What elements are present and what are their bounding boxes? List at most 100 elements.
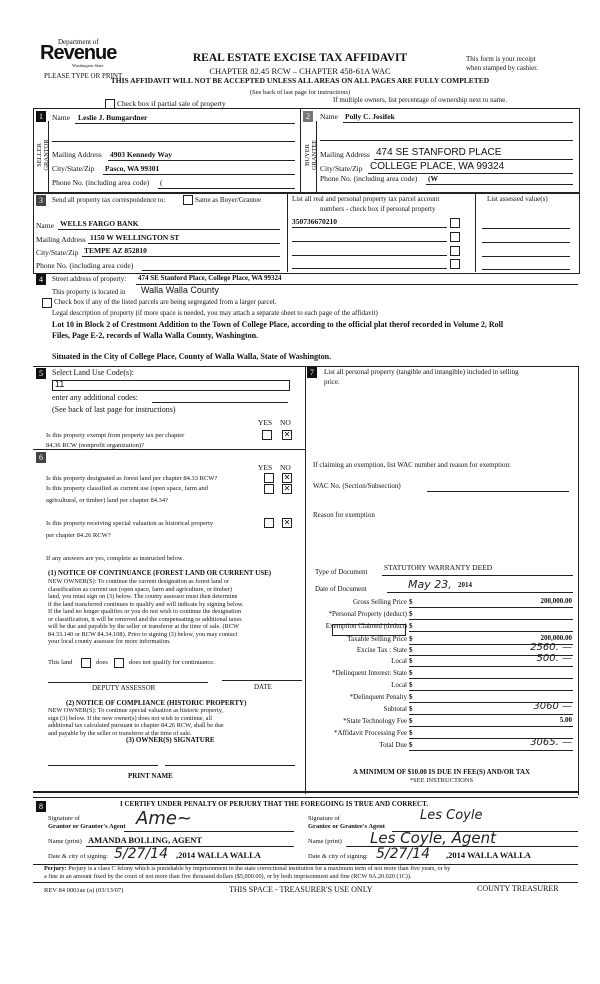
nonprofit-yes-checkbox[interactable] [262,430,272,440]
fee-value[interactable]: 500. — [536,653,572,664]
personal-property-label-2: price. [324,378,340,386]
fee-value[interactable]: 5.00 [559,716,572,724]
buyer-address[interactable]: 474 SE STANFORD PLACE [376,147,502,158]
receipt-line-1: This form is your receipt [466,55,536,63]
nonprofit-no-checkbox[interactable]: ✕ [282,430,292,440]
seller-name-label: Name [52,113,70,122]
forest-yes-checkbox[interactable] [264,473,274,483]
personal-property-checkbox[interactable] [450,246,460,256]
fee-value[interactable]: 2560. — [530,642,572,653]
same-as-buyer-checkbox[interactable] [183,195,193,205]
minimum-due-note: A MINIMUM OF $10.00 IS DUE IN FEE(S) AND… [352,768,531,776]
fee-value[interactable]: 200,000.00 [540,597,573,605]
grantor-date[interactable]: 5/27/14 [114,846,168,862]
fee-value[interactable]: 3065. — [530,737,572,748]
legal-description-label: Legal description of property (if more s… [52,309,378,317]
fee-line [409,714,573,715]
buyer-city[interactable]: COLLEGE PLACE, WA 99324 [370,161,505,172]
buyer-address-label: Mailing Address [320,150,370,159]
buyer-phone[interactable]: (W [428,174,438,183]
dollar-sign: $ [409,693,413,701]
grantee-agent-label: Grantee or Grantee's Agent [308,823,385,830]
current-use-no-checkbox[interactable]: ✕ [282,484,292,494]
logo-top: Department of [58,38,99,46]
personal-property-checkbox[interactable] [450,259,460,269]
personal-property-checkbox[interactable] [450,232,460,242]
perjury-text-2: a fine in an amount fixed by the court o… [44,873,412,880]
grantor-agent-label: Grantor or Grantor's Agent [48,823,126,830]
grantee-city: ,2014 WALLA WALLA [446,850,531,860]
doc-type-label: Type of Document [315,568,368,576]
seller-city-label: City/State/Zip [52,164,95,173]
perjury-label: Perjury: [44,865,67,872]
section-5-number: 5 [36,368,46,379]
chapter-line: CHAPTER 82.45 RCW – CHAPTER 458-61A WAC [209,66,391,76]
grantee-signature[interactable]: Les Coyle [420,808,483,823]
form-number: REV 84 0001ae (a) (03/13/07) [44,887,124,894]
fee-line [409,690,573,691]
land-use-label: Select Land Use Code(s): [52,368,134,377]
receipt-line-2: when stamped by cashier. [466,64,538,72]
legal-description-line: Files, Page E-2, records of Walla Walla … [52,331,259,340]
current-use-question: Is this property classified as current u… [46,485,208,492]
notice-line: additional tax calculated pursuant to ch… [48,722,224,729]
fee-label: Gross Selling Price [352,598,407,606]
fee-value[interactable]: 200,000.00 [540,634,573,642]
segregated-checkbox[interactable] [42,298,52,308]
fee-line [409,726,573,727]
fee-line [409,631,573,632]
seller-phone-label: Phone No. (including area code) [52,178,150,187]
logo-sub: Washington State [72,63,104,68]
grantor-name[interactable]: AMANDA BOLLING, AGENT [88,835,203,845]
sec5-see-back: (See back of last page for instructions) [52,405,176,414]
treasurer-use-label: THIS SPACE - TREASURER'S USE ONLY [229,885,373,894]
owner-signature-title: (3) OWNER(S) SIGNATURE [126,736,215,744]
fee-label: *Delinquent Interest: State [331,669,407,677]
fee-value[interactable]: 3060 — [533,701,572,712]
does-not-qualify-checkbox[interactable] [114,658,124,668]
notice-line: your local county assessor for more info… [48,638,171,645]
personal-property-checkbox[interactable] [450,218,460,228]
fee-label: Exemption Claimed (deduct) [325,622,407,630]
notice-line: and payable by the seller or transferor … [48,729,192,737]
dollar-sign: $ [409,681,413,689]
corr-city[interactable]: TEMPE AZ 852810 [84,246,147,255]
nonprofit-question: Is this property exempt from property ta… [46,432,185,439]
grantee-name[interactable]: Les Coyle, Agent [370,829,497,847]
logo-main: Revenue [40,42,117,64]
multiple-owners-note: If multiple owners, list percentage of o… [333,96,507,104]
no-header: NO [280,418,291,427]
buyer-city-label: City/State/Zip [320,164,363,173]
grantee-date[interactable]: 5/27/14 [376,846,430,862]
seller-address[interactable]: 4903 Kennedy Way [110,150,172,159]
local-rate-box[interactable] [332,624,406,636]
corr-phone-label: Phone No. (including area code) [36,261,134,270]
additional-codes-label: enter any additional codes: [52,393,138,402]
doc-type[interactable]: STATUTORY WARRANTY DEED [384,563,493,572]
land-use-code: 11 [55,379,65,389]
seller-city[interactable]: Pasco, WA 99301 [105,164,160,173]
street-address[interactable]: 474 SE Stanford Place, College Place, WA… [138,274,282,282]
forest-no-checkbox[interactable]: ✕ [282,473,292,483]
buyer-name[interactable]: Polly C. Josifek [345,112,395,121]
corr-address[interactable]: 1150 W WELLINGTON ST [90,233,180,242]
does-qualify-checkbox[interactable] [81,658,91,668]
county[interactable]: Walla Walla County [141,285,219,295]
parcel-number[interactable]: 350736670210 [292,217,337,226]
buyer-name-label: Name [320,112,338,121]
current-use-yes-checkbox[interactable] [264,484,274,494]
wac-label: WAC No. (Section/Subsection) [313,482,401,490]
grantee-date-label: Date & city of signing: [308,853,368,860]
grantor-signature[interactable]: Ame~ [136,808,193,829]
historic-no-checkbox[interactable]: ✕ [282,518,292,528]
land-use-field[interactable]: 11 [52,379,290,391]
historic-yes-checkbox[interactable] [264,518,274,528]
doc-date-handwritten[interactable]: May 23, [408,578,452,591]
dollar-sign: $ [409,717,413,725]
no-header: NO [280,463,291,472]
corr-name[interactable]: WELLS FARGO BANK [60,219,139,228]
reason-label: Reason for exemption [313,511,375,519]
seller-name[interactable]: Leslie J. Bumgardner [78,113,148,122]
warning-line: THIS AFFIDAVIT WILL NOT BE ACCEPTED UNLE… [110,76,490,85]
seller-phone[interactable]: ( [160,178,163,187]
